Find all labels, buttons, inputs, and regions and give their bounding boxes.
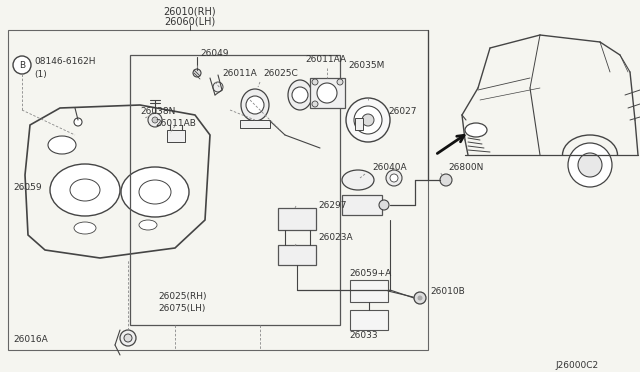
Circle shape — [346, 98, 390, 142]
Text: 26040A: 26040A — [372, 164, 406, 173]
Circle shape — [440, 174, 452, 186]
Bar — [278, 245, 316, 265]
Text: 26049: 26049 — [200, 49, 228, 58]
Text: 26059+A: 26059+A — [349, 269, 391, 279]
Bar — [350, 280, 388, 302]
Text: B: B — [19, 61, 25, 70]
Text: 26023A: 26023A — [318, 234, 353, 243]
Ellipse shape — [139, 180, 171, 204]
Text: 26075(LH): 26075(LH) — [158, 304, 205, 312]
Text: 26010B: 26010B — [430, 288, 465, 296]
Text: 26038N: 26038N — [140, 108, 175, 116]
Text: 26016A: 26016A — [13, 336, 48, 344]
Circle shape — [292, 87, 308, 103]
Ellipse shape — [50, 164, 120, 216]
Text: 26033: 26033 — [349, 330, 378, 340]
Ellipse shape — [139, 220, 157, 230]
Text: 26010(RH): 26010(RH) — [164, 7, 216, 17]
Ellipse shape — [342, 170, 374, 190]
Text: 26297: 26297 — [318, 201, 346, 209]
Circle shape — [578, 153, 602, 177]
Bar — [8, 30, 428, 350]
Text: 26011A: 26011A — [222, 70, 257, 78]
Ellipse shape — [465, 123, 487, 137]
Ellipse shape — [74, 222, 96, 234]
Circle shape — [379, 200, 389, 210]
Circle shape — [354, 106, 382, 134]
Ellipse shape — [48, 136, 76, 154]
Ellipse shape — [70, 179, 100, 201]
Circle shape — [417, 295, 422, 301]
Ellipse shape — [288, 80, 312, 110]
Circle shape — [568, 143, 612, 187]
Text: 26059: 26059 — [13, 183, 42, 192]
Bar — [355, 118, 363, 130]
Circle shape — [312, 79, 318, 85]
Circle shape — [213, 82, 223, 92]
Circle shape — [386, 170, 402, 186]
Circle shape — [362, 114, 374, 126]
Text: 26027: 26027 — [388, 108, 417, 116]
Circle shape — [74, 118, 82, 126]
Circle shape — [124, 334, 132, 342]
Text: 26060(LH): 26060(LH) — [164, 17, 216, 27]
Text: 26800N: 26800N — [448, 164, 483, 173]
Text: J26000C2: J26000C2 — [555, 362, 598, 371]
Bar — [310, 78, 345, 108]
Circle shape — [193, 69, 201, 77]
Bar — [167, 130, 185, 142]
Bar — [240, 120, 270, 128]
Ellipse shape — [241, 89, 269, 121]
Circle shape — [246, 96, 264, 114]
Text: 08146-6162H: 08146-6162H — [34, 58, 95, 67]
Text: 26011AB: 26011AB — [155, 119, 196, 128]
Circle shape — [13, 56, 31, 74]
Text: 26011AA: 26011AA — [305, 55, 346, 64]
Circle shape — [337, 79, 343, 85]
Bar — [350, 310, 388, 330]
Circle shape — [390, 174, 398, 182]
Text: 26025C: 26025C — [263, 70, 298, 78]
Bar — [130, 55, 340, 325]
Circle shape — [148, 113, 162, 127]
Bar — [278, 208, 316, 230]
Ellipse shape — [121, 167, 189, 217]
Circle shape — [312, 101, 318, 107]
Circle shape — [317, 83, 337, 103]
Bar — [342, 195, 382, 215]
Circle shape — [120, 330, 136, 346]
Circle shape — [414, 292, 426, 304]
Text: (1): (1) — [34, 70, 47, 78]
Text: 26025(RH): 26025(RH) — [158, 292, 207, 301]
Circle shape — [152, 117, 158, 123]
Text: 26035M: 26035M — [348, 61, 385, 70]
